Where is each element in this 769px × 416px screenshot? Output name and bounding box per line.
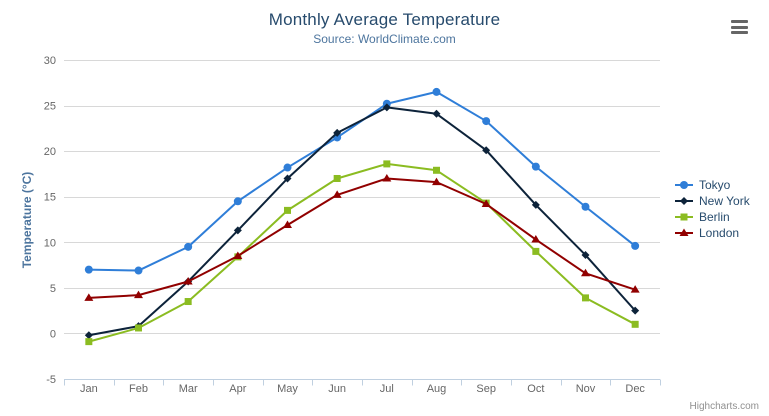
data-point-marker[interactable] <box>631 306 640 315</box>
x-axis-label: Jul <box>380 383 394 395</box>
context-menu-icon[interactable] <box>731 20 748 34</box>
y-axis-label: -5 <box>46 374 56 386</box>
y-axis-label: 10 <box>44 237 56 249</box>
data-point-marker[interactable] <box>532 247 540 255</box>
data-point-marker[interactable] <box>531 235 541 243</box>
hamburger-bar <box>731 20 748 23</box>
x-axis-label: Mar <box>179 383 198 395</box>
legend-item-tokyo[interactable]: Tokyo <box>674 177 750 193</box>
data-point-marker[interactable] <box>432 87 441 96</box>
data-point-marker[interactable] <box>631 320 639 328</box>
legend-marker <box>680 181 688 189</box>
y-axis-label: 5 <box>50 283 56 295</box>
legend-label: Berlin <box>699 210 730 224</box>
legend-label: Tokyo <box>699 178 731 192</box>
data-point-marker[interactable] <box>581 268 590 277</box>
y-axis-label: 25 <box>44 101 56 113</box>
data-point-marker[interactable] <box>332 190 342 198</box>
series-line[interactable] <box>87 177 637 299</box>
legend-item-new-york[interactable]: New York <box>674 193 750 209</box>
series-line[interactable] <box>87 162 637 343</box>
series-new-york[interactable] <box>84 103 640 340</box>
y-axis-label: 30 <box>44 55 56 67</box>
legend-symbol-diamond <box>675 197 693 205</box>
legend-label: London <box>699 226 740 240</box>
series-london[interactable] <box>84 173 640 301</box>
data-point-marker[interactable] <box>84 331 93 340</box>
data-point-marker[interactable] <box>233 197 242 206</box>
x-axis-label: Jan <box>80 383 98 395</box>
data-point-marker[interactable] <box>85 338 93 346</box>
data-point-marker[interactable] <box>134 266 143 275</box>
x-axis-label: Aug <box>427 383 447 395</box>
data-point-marker[interactable] <box>283 174 292 183</box>
data-point-marker[interactable] <box>135 324 142 332</box>
data-point-marker[interactable] <box>184 242 193 251</box>
x-axis-label: Nov <box>576 383 596 395</box>
data-point-marker[interactable] <box>284 206 291 214</box>
data-point-marker[interactable] <box>630 285 640 293</box>
legend-item-london[interactable]: London <box>674 225 750 241</box>
data-point-marker[interactable] <box>233 251 243 259</box>
legend-symbol-square <box>675 213 693 221</box>
chart-title: Monthly Average Temperature <box>268 10 501 29</box>
data-point-marker[interactable] <box>283 163 292 172</box>
data-point-marker[interactable] <box>183 276 193 285</box>
data-point-marker[interactable] <box>283 220 292 228</box>
data-point-marker[interactable] <box>531 200 540 209</box>
data-point-marker[interactable] <box>581 251 590 260</box>
data-point-marker[interactable] <box>481 199 491 208</box>
legend-symbol-circle <box>675 181 693 189</box>
data-point-marker[interactable] <box>582 294 589 302</box>
x-axis-label: Sep <box>476 383 496 395</box>
data-point-marker[interactable] <box>333 128 342 137</box>
series-tokyo[interactable] <box>84 87 640 275</box>
series-line[interactable] <box>87 90 637 272</box>
x-axis-label: Dec <box>625 383 645 395</box>
x-axis-label: Jun <box>328 383 346 395</box>
data-point-marker[interactable] <box>333 174 341 182</box>
data-point-marker[interactable] <box>432 109 441 118</box>
legend-marker <box>680 197 688 205</box>
y-axis-label: 20 <box>44 146 56 158</box>
legend-marker <box>679 228 689 236</box>
credits-link[interactable]: Highcharts.com <box>689 401 759 412</box>
data-point-marker[interactable] <box>382 103 391 112</box>
data-point-marker[interactable] <box>184 298 192 306</box>
x-axis-label: Feb <box>129 383 148 395</box>
hamburger-bar <box>731 31 748 34</box>
data-point-marker[interactable] <box>482 117 491 126</box>
series-line[interactable] <box>87 106 637 337</box>
data-point-marker[interactable] <box>631 241 640 250</box>
data-point-marker[interactable] <box>433 166 440 174</box>
x-axis-label: Apr <box>229 383 246 395</box>
y-axis-title: Temperature (°C) <box>20 171 34 269</box>
legend-symbol-triangle <box>675 228 693 236</box>
x-axis-label: May <box>277 383 298 395</box>
data-point-marker[interactable] <box>134 290 143 299</box>
data-point-marker[interactable] <box>382 173 392 182</box>
y-axis-label: 15 <box>44 192 56 204</box>
x-axis-label: Oct <box>527 383 544 395</box>
chart-subtitle: Source: WorldClimate.com <box>313 32 456 46</box>
hamburger-bar <box>731 25 748 29</box>
data-point-marker[interactable] <box>581 202 590 211</box>
data-point-marker[interactable] <box>84 265 93 274</box>
legend: Tokyo New York Berlin London <box>674 177 750 241</box>
data-point-marker[interactable] <box>233 226 242 235</box>
legend-label: New York <box>699 194 750 208</box>
data-point-marker[interactable] <box>432 177 441 186</box>
data-point-marker[interactable] <box>84 293 94 301</box>
legend-item-berlin[interactable]: Berlin <box>674 209 750 225</box>
data-point-marker[interactable] <box>531 162 540 171</box>
data-point-marker[interactable] <box>383 160 391 168</box>
data-point-marker[interactable] <box>482 146 491 155</box>
y-axis-label: 0 <box>50 328 56 340</box>
legend-marker <box>680 213 688 221</box>
